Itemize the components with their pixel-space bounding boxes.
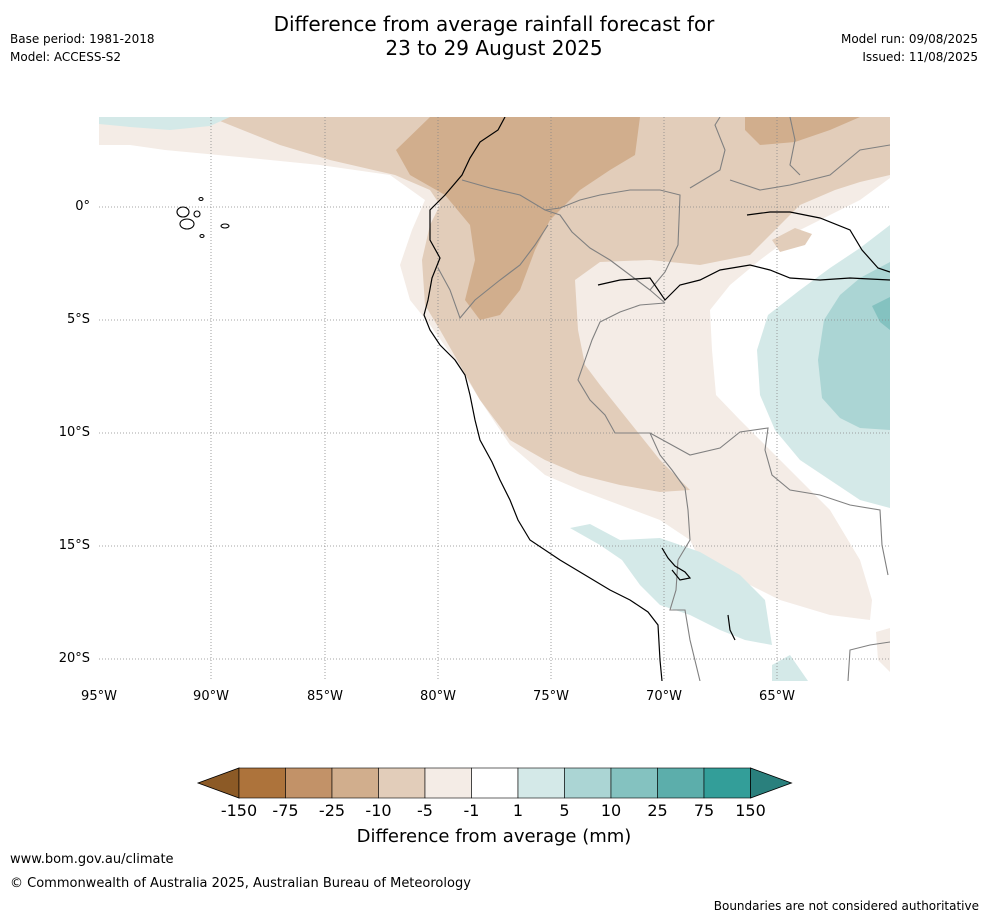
colorbar-segment [610, 767, 658, 799]
wet-region-east-strong [872, 297, 890, 330]
issued-date: Issued: 11/08/2025 [862, 50, 978, 64]
colorbar-segment [424, 767, 472, 799]
lon-label-95w: 95°W [81, 689, 117, 704]
colorbar-segment [517, 767, 565, 799]
meta-left: Base period: 1981-2018 Model: ACCESS-S2 [10, 30, 155, 66]
colorbar-tick-label: 75 [693, 801, 715, 820]
colorbar-segment [238, 767, 286, 799]
colorbar-segments [196, 767, 793, 799]
colorbar-segment [331, 767, 379, 799]
colorbar-segment [378, 767, 426, 799]
country-borders [437, 117, 890, 681]
wet-region-nw [99, 117, 230, 130]
lat-label-20s: 20°S [58, 651, 90, 666]
base-period: Base period: 1981-2018 [10, 32, 155, 46]
gridlines [99, 117, 890, 681]
colorbar-tick-label: 1 [512, 801, 524, 820]
colorbar-segment [471, 767, 519, 799]
colorbar-tick-label: -10 [365, 801, 392, 820]
lat-label-10s: 10°S [58, 425, 90, 440]
map-content [99, 117, 890, 681]
dry-region-strong-north [396, 117, 640, 320]
wet-region-se-tip [772, 655, 808, 681]
colorbar-arrow-left [196, 767, 240, 799]
colorbar [196, 767, 793, 799]
colorbar-tick-label: 25 [647, 801, 668, 820]
colorbar-segment [564, 767, 612, 799]
dry-region-moderate [210, 117, 890, 492]
wet-region-south [570, 524, 772, 645]
colorbar-tick-label: 150 [735, 801, 766, 820]
map-title: Difference from average rainfall forecas… [0, 12, 988, 60]
coastline [423, 117, 890, 681]
colorbar-tick-label: 10 [600, 801, 622, 820]
colorbar-tick-label: -5 [417, 801, 433, 820]
galapagos-islands [176, 196, 230, 239]
lat-label-15s: 15°S [58, 538, 90, 553]
disclaimer-text: Boundaries are not considered authoritat… [713, 899, 979, 913]
lat-label-5s: 5°S [66, 312, 90, 327]
lat-label-0: 0° [75, 199, 90, 214]
lon-label-85w: 85°W [307, 689, 343, 704]
colorbar-segment [703, 767, 751, 799]
website-link[interactable]: www.bom.gov.au/climate [10, 852, 174, 867]
colorbar-tick-label: -150 [220, 801, 258, 820]
colorbar-segment [285, 767, 333, 799]
title-line-1: Difference from average rainfall forecas… [273, 12, 715, 36]
lon-label-70w: 70°W [646, 689, 682, 704]
copyright-text: © Commonwealth of Australia 2025, Austra… [10, 876, 471, 891]
wet-region-east-moderate [818, 262, 890, 430]
lon-label-65w: 65°W [759, 689, 795, 704]
meta-right: Model run: 09/08/2025 Issued: 11/08/2025 [841, 30, 978, 66]
lon-label-80w: 80°W [420, 689, 456, 704]
colorbar-tick-label: -25 [318, 801, 346, 820]
colorbar-tick-label: -1 [463, 801, 480, 820]
model-run: Model run: 09/08/2025 [840, 32, 978, 46]
lon-label-90w: 90°W [193, 689, 229, 704]
dry-region-moderate-blob [772, 228, 812, 252]
dry-region-strong-ne [745, 117, 860, 145]
title-line-2: 23 to 29 August 2025 [385, 36, 603, 60]
colorbar-tick-label: -75 [272, 801, 299, 820]
dry-region-light-se [876, 628, 890, 672]
colorbar-segment [657, 767, 705, 799]
model-name: Model: ACCESS-S2 [10, 50, 122, 64]
colorbar-tick-label: 5 [559, 801, 570, 820]
lon-label-75w: 75°W [533, 689, 569, 704]
colorbar-title: Difference from average (mm) [356, 826, 632, 847]
colorbar-arrow-right [750, 767, 793, 799]
